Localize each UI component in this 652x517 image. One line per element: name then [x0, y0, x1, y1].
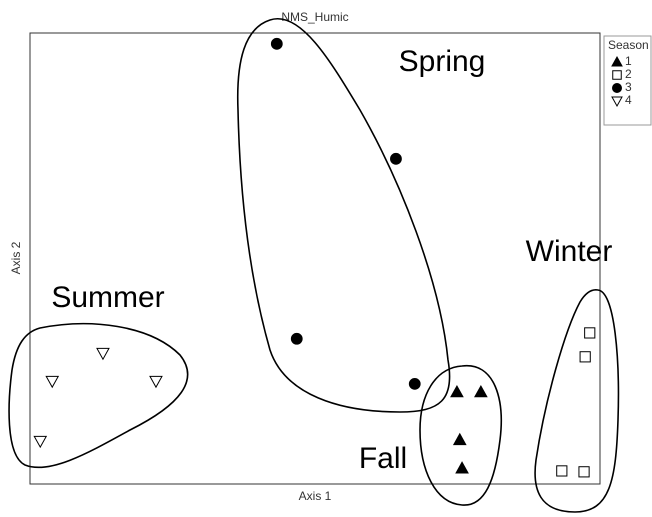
point	[270, 37, 283, 50]
point	[149, 375, 163, 389]
y-axis-label: Axis 2	[9, 241, 23, 274]
point	[45, 375, 60, 389]
point	[290, 332, 303, 345]
legend-label: 1	[625, 54, 632, 68]
spring-hull	[236, 17, 451, 413]
plot-frame	[29, 32, 601, 485]
legend-title: Season	[608, 38, 649, 52]
winter-hull	[534, 289, 620, 513]
point	[556, 465, 568, 477]
legend-marker	[612, 83, 622, 93]
legend-box	[603, 35, 652, 126]
point	[578, 466, 590, 478]
point	[474, 384, 488, 398]
point	[579, 351, 591, 363]
point	[408, 377, 421, 390]
summer-hull	[8, 322, 189, 469]
x-axis-label: Axis 1	[299, 489, 332, 503]
legend-label: 2	[625, 67, 632, 81]
legend-marker	[611, 96, 623, 108]
annotation: Winter	[526, 235, 613, 268]
legend-label: 4	[625, 93, 632, 107]
annotation: Fall	[359, 442, 407, 475]
annotation: Summer	[51, 281, 164, 314]
annotation: Spring	[399, 45, 486, 78]
fall-hull	[419, 365, 502, 506]
chart-title: NMS_Humic	[281, 10, 348, 24]
legend-label: 3	[625, 80, 632, 94]
legend-marker	[612, 70, 622, 80]
point	[455, 461, 469, 474]
point	[33, 435, 48, 449]
point	[584, 327, 596, 339]
point	[390, 152, 402, 165]
point	[450, 384, 464, 398]
legend-marker	[611, 55, 623, 67]
point	[452, 432, 467, 446]
point	[96, 347, 110, 361]
